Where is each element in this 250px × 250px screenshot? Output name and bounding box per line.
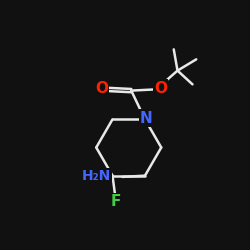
Text: H₂N: H₂N	[82, 169, 111, 183]
Text: O: O	[154, 80, 167, 96]
Text: N: N	[140, 110, 152, 126]
Text: O: O	[95, 80, 108, 96]
Text: F: F	[111, 194, 122, 209]
